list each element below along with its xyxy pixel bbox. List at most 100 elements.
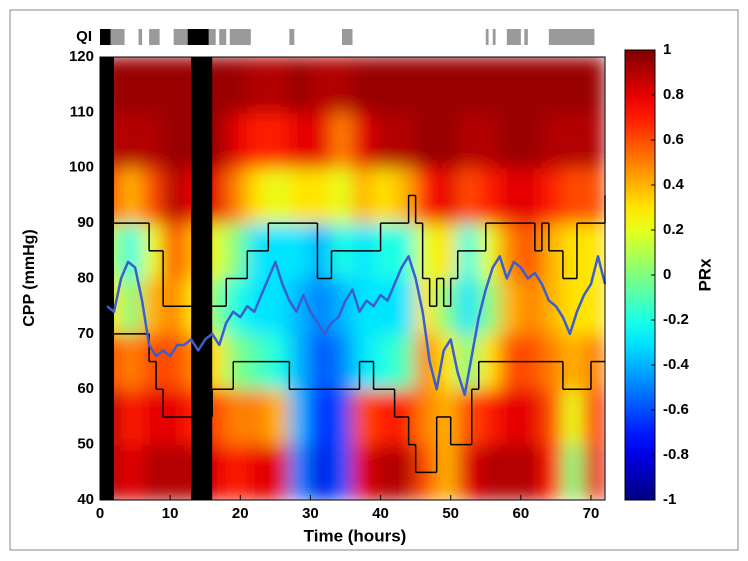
heat-cell (478, 167, 501, 224)
heat-cell (330, 111, 353, 169)
x-tick-label: 0 (96, 505, 104, 522)
heat-cell (415, 57, 438, 113)
y-tick-label: 40 (77, 491, 94, 508)
y-tick-label: 50 (77, 436, 94, 453)
heat-cell (394, 333, 417, 390)
y-tick-label: 80 (77, 269, 94, 286)
heat-cell (288, 57, 311, 113)
heat-cell (162, 222, 185, 279)
colorbar-tick-label: -0.6 (663, 401, 689, 418)
heat-cell (499, 278, 522, 335)
colorbar-label: PRx (695, 258, 714, 292)
qi-segment (173, 29, 188, 45)
heat-cell (562, 388, 585, 446)
qi-segment (289, 29, 295, 45)
heat-cell (330, 333, 353, 390)
heat-cell (120, 444, 143, 500)
heat-cell (246, 111, 269, 169)
heat-cell (562, 222, 585, 279)
heat-cell (457, 57, 480, 113)
heat-cell (562, 278, 585, 335)
cpp-line (106, 255, 607, 397)
heat-cell (436, 111, 459, 169)
heat-cell (373, 167, 396, 224)
heat-cell (436, 444, 459, 500)
heat-cell (373, 278, 396, 335)
heat-cell (267, 57, 290, 113)
heat-cell (162, 167, 185, 224)
heat-cell (225, 57, 248, 113)
y-tick-label: 100 (69, 159, 94, 176)
heat-cell (373, 111, 396, 169)
heat-cell (499, 167, 522, 224)
heat-cell (352, 167, 375, 224)
heat-cell (288, 388, 311, 446)
heat-cell (120, 388, 143, 446)
y-tick-label: 70 (77, 325, 94, 342)
heat-cell (373, 444, 396, 500)
heat-cell (394, 57, 417, 113)
heat-cell (457, 278, 480, 335)
qi-segment (110, 29, 125, 45)
colorbar-tick-label: 0 (663, 266, 671, 283)
heat-cell (520, 222, 543, 279)
heat-cell (520, 278, 543, 335)
heat-cell (415, 167, 438, 224)
heat-cell (415, 333, 438, 390)
heat-cell (394, 278, 417, 335)
colorbar (624, 49, 656, 501)
heat-cell (246, 444, 269, 500)
heat-cell (583, 278, 605, 335)
qi-segment (229, 29, 251, 45)
heat-cell (520, 167, 543, 224)
heat-cell (436, 222, 459, 279)
heat-cell (541, 388, 564, 446)
colorbar-tick-label: -1 (663, 491, 676, 508)
heat-cell (436, 57, 459, 113)
x-tick-label: 50 (442, 505, 459, 522)
heat-cell (162, 111, 185, 169)
heat-cell (288, 111, 311, 169)
heat-cell (288, 222, 311, 279)
colorbar-tick-label: 0.8 (663, 86, 684, 103)
x-tick-label: 30 (302, 505, 319, 522)
heat-cell (309, 388, 332, 446)
heat-cell (352, 388, 375, 446)
heat-cell (499, 444, 522, 500)
heat-cell (541, 167, 564, 224)
qi-segment (492, 29, 496, 45)
heat-cell (246, 388, 269, 446)
heat-cell (309, 57, 332, 113)
heat-cell (415, 111, 438, 169)
heat-cell (583, 167, 605, 224)
heatmap-cells (100, 57, 605, 500)
heat-cell (352, 111, 375, 169)
heat-cell (478, 388, 501, 446)
y-tick-label: 60 (77, 380, 94, 397)
x-tick-label: 10 (162, 505, 179, 522)
y-tick-label: 90 (77, 214, 94, 231)
heat-cell (225, 278, 248, 335)
heat-cell (120, 278, 143, 335)
heat-cell (541, 444, 564, 500)
heat-cell (330, 167, 353, 224)
qi-segment (506, 29, 521, 45)
colorbar-tick-label: 0.6 (663, 131, 684, 148)
qi-segment (524, 29, 528, 45)
heat-cell (373, 333, 396, 390)
qi-segment (548, 29, 595, 45)
heatmap (100, 57, 605, 500)
heat-cell (288, 444, 311, 500)
heat-cell (583, 444, 605, 500)
qi-segment (100, 29, 111, 45)
qi-segment (208, 29, 216, 45)
heat-cell (309, 167, 332, 224)
heat-cell (162, 444, 185, 500)
heat-cell (499, 388, 522, 446)
heat-cell (246, 57, 269, 113)
heat-cell (309, 333, 332, 390)
heat-cell (499, 111, 522, 169)
heat-cell (162, 57, 185, 113)
